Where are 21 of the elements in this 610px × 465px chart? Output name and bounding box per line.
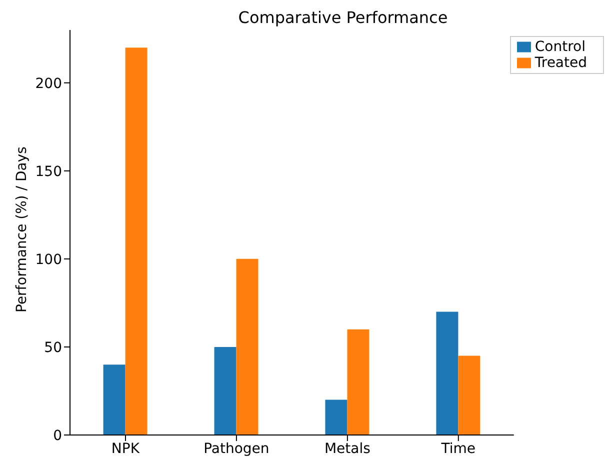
bar (103, 364, 126, 435)
bar (236, 258, 258, 435)
bar (436, 312, 458, 435)
y-tick-label: 50 (44, 340, 62, 356)
y-tick-label: 100 (35, 252, 62, 268)
bar (325, 400, 348, 435)
y-axis-title: Performance (%) / Days (14, 146, 30, 312)
legend-label: Treated (534, 55, 587, 71)
y-tick-label: 150 (35, 164, 62, 180)
bar (214, 346, 236, 435)
legend-label: Control (534, 39, 586, 55)
bar (125, 48, 148, 435)
y-tick-label: 0 (53, 428, 62, 444)
bar (347, 329, 370, 435)
x-tick-label: Pathogen (204, 440, 270, 457)
y-tick-label: 200 (35, 76, 62, 92)
x-tick-label: Time (440, 440, 476, 457)
x-tick-label: Metals (324, 440, 370, 457)
bar (458, 356, 480, 435)
chart-title: Comparative Performance (237, 8, 449, 27)
x-tick-label: NPK (111, 440, 140, 457)
